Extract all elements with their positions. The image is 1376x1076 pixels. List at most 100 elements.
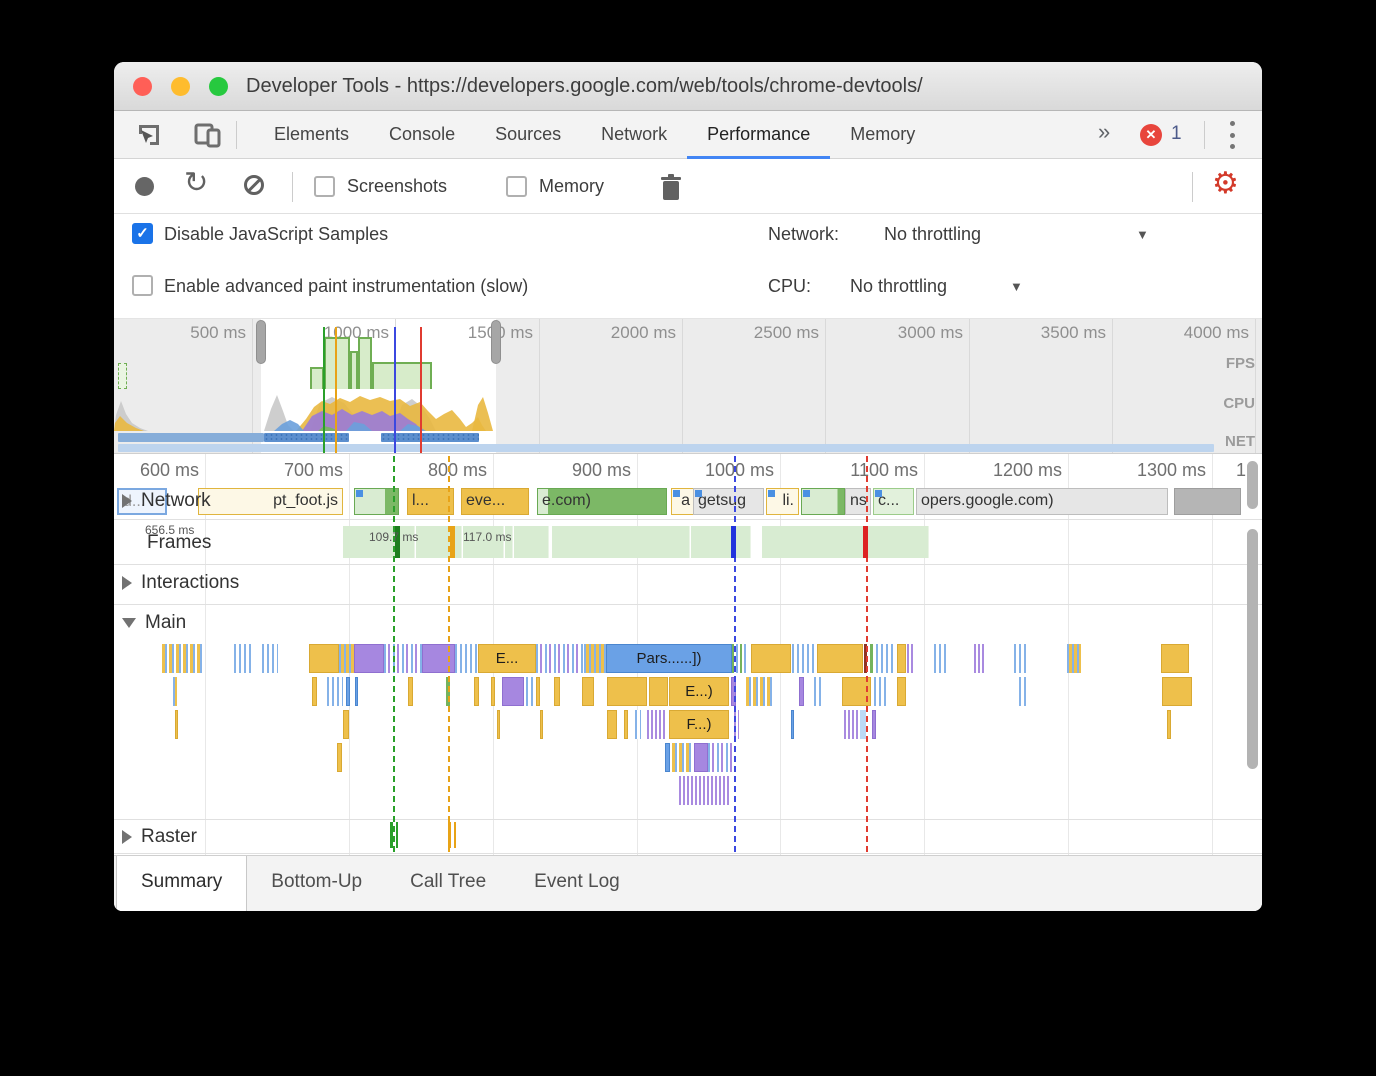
flame-activity-cluster[interactable] (312, 677, 317, 706)
flame-activity-cluster[interactable] (897, 677, 906, 706)
enable-paint-instrumentation-label[interactable]: Enable advanced paint instrumentation (s… (164, 276, 529, 296)
kebab-menu-icon[interactable] (1224, 121, 1240, 149)
tab-elements[interactable]: Elements (274, 124, 350, 144)
track-label-frames[interactable]: Frames (147, 532, 212, 553)
flame-activity-cluster[interactable] (175, 710, 178, 739)
flame-activity-cluster[interactable] (309, 644, 339, 673)
device-toolbar-icon[interactable] (194, 122, 222, 153)
flame-activity-cluster[interactable] (907, 644, 913, 673)
flame-activity-cluster[interactable] (554, 677, 560, 706)
flame-activity-cluster[interactable] (162, 644, 204, 673)
flame-activity-cluster[interactable] (860, 710, 866, 739)
flame-activity-cluster[interactable] (339, 644, 355, 673)
flame-activity-cluster[interactable] (1162, 677, 1192, 706)
flame-activity-cluster[interactable] (872, 710, 876, 739)
flame-activity-cluster[interactable] (502, 677, 524, 706)
flame-activity-cluster[interactable] (792, 644, 814, 673)
screenshots-checkbox[interactable] (314, 176, 335, 197)
network-request-bar[interactable]: opers.google.com) (916, 488, 1168, 515)
flame-activity-cluster[interactable] (870, 644, 873, 673)
flame-activity-cluster[interactable] (234, 644, 254, 673)
frame-segment[interactable] (463, 526, 504, 558)
flame-activity-cluster[interactable] (474, 677, 479, 706)
network-request-bar[interactable] (801, 488, 845, 515)
flame-activity-cluster[interactable] (897, 644, 906, 673)
tab-network[interactable]: Network (601, 124, 668, 144)
flame-activity-cluster[interactable] (337, 743, 342, 772)
network-request-bar[interactable]: c... (873, 488, 914, 515)
more-tabs-icon[interactable]: » (1098, 119, 1111, 144)
flame-activity-cluster[interactable] (732, 644, 748, 673)
bottom-tab-summary[interactable]: Summary (116, 856, 248, 911)
timeline-overview[interactable]: 500 ms 1000 ms 1500 ms 2000 ms 2500 ms 3000 m… (114, 319, 1262, 454)
memory-checkbox[interactable] (506, 176, 527, 197)
selection-handle-left[interactable] (256, 320, 266, 364)
flame-activity-cluster[interactable] (746, 677, 772, 706)
frame-segment[interactable] (552, 526, 690, 558)
flame-activity-cluster[interactable] (1167, 710, 1171, 739)
network-request-bar[interactable]: l... (407, 488, 454, 515)
flame-activity-cluster[interactable] (536, 644, 584, 673)
zoom-window-button[interactable] (209, 77, 228, 96)
flame-activity-cluster[interactable] (354, 644, 384, 673)
flame-activity-cluster[interactable] (734, 710, 739, 739)
frame-segment[interactable] (416, 526, 462, 558)
flame-activity-cluster[interactable] (647, 710, 667, 739)
cpu-dropdown-arrow-icon[interactable]: ▼ (1010, 279, 1023, 294)
network-request-bar[interactable] (354, 488, 399, 515)
tab-memory[interactable]: Memory (850, 124, 916, 144)
flame-activity-cluster[interactable] (864, 644, 867, 673)
title-bar[interactable]: Developer Tools - https://developers.goo… (114, 62, 1262, 111)
flame-event-bar[interactable]: F...) (669, 710, 729, 739)
flame-activity-cluster[interactable] (817, 644, 863, 673)
disclosure-triangle-icon[interactable] (122, 493, 132, 508)
vertical-scrollbar-thumb[interactable] (1247, 461, 1258, 509)
track-label-main[interactable]: Main (122, 612, 186, 634)
bottom-tab-bottom-up[interactable]: Bottom-Up (271, 871, 363, 892)
flame-activity-cluster[interactable] (624, 710, 628, 739)
flame-activity-cluster[interactable] (974, 644, 986, 673)
flame-activity-cluster[interactable] (526, 677, 534, 706)
flame-activity-cluster[interactable] (844, 710, 858, 739)
screenshots-label[interactable]: Screenshots (347, 176, 448, 196)
frame-segment[interactable] (514, 526, 549, 558)
timeline-detail-pane[interactable]: 600 ms 700 ms 800 ms 900 ms 1000 ms 1100 ms 12… (114, 454, 1262, 855)
flame-activity-cluster[interactable] (384, 644, 422, 673)
flame-event-bar[interactable]: Pars......]) (606, 644, 732, 673)
flame-activity-cluster[interactable] (607, 710, 617, 739)
disclosure-triangle-icon[interactable] (122, 829, 132, 844)
flame-event-bar[interactable]: E...) (669, 677, 729, 706)
track-label-raster[interactable]: Raster (122, 826, 197, 848)
flame-activity-cluster[interactable] (422, 644, 455, 673)
disable-js-samples-checkbox[interactable]: ✓ (132, 223, 153, 244)
flame-activity-cluster[interactable] (1161, 644, 1189, 673)
frame-segment[interactable] (762, 526, 929, 558)
disclosure-triangle-icon[interactable] (122, 617, 136, 628)
flame-activity-cluster[interactable] (540, 710, 543, 739)
flame-activity-cluster[interactable] (346, 677, 350, 706)
network-request-bar[interactable] (1174, 488, 1241, 515)
flame-activity-cluster[interactable] (635, 710, 641, 739)
enable-paint-instrumentation-checkbox[interactable] (132, 275, 153, 296)
flame-activity-cluster[interactable] (536, 677, 540, 706)
minimize-window-button[interactable] (171, 77, 190, 96)
flame-activity-cluster[interactable] (497, 710, 500, 739)
flame-activity-cluster[interactable] (679, 776, 729, 805)
flame-activity-cluster[interactable] (1067, 644, 1081, 673)
cpu-throttling-select[interactable]: No throttling (850, 276, 948, 296)
network-request-bar[interactable]: getsug (693, 488, 764, 515)
flame-activity-cluster[interactable] (708, 743, 732, 772)
selection-handle-right[interactable] (491, 320, 501, 364)
close-window-button[interactable] (133, 77, 152, 96)
network-request-bar[interactable]: e.com) (537, 488, 667, 515)
inspect-element-icon[interactable] (136, 122, 162, 153)
flame-activity-cluster[interactable] (1019, 677, 1027, 706)
disclosure-triangle-icon[interactable] (122, 575, 132, 590)
tab-console[interactable]: Console (389, 124, 456, 144)
bottom-tab-call-tree[interactable]: Call Tree (410, 871, 487, 892)
frame-segment[interactable] (505, 526, 513, 558)
flame-activity-cluster[interactable] (934, 644, 946, 673)
flame-activity-cluster[interactable] (455, 644, 478, 673)
flame-activity-cluster[interactable] (343, 710, 349, 739)
flame-activity-cluster[interactable] (874, 677, 888, 706)
